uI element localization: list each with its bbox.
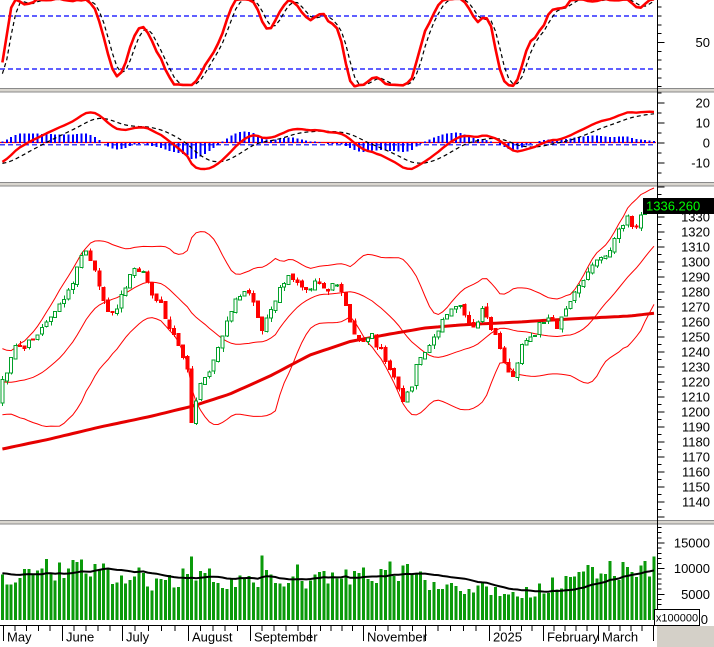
axis-tick-label: 1150 — [682, 480, 710, 495]
month-label: September — [254, 630, 318, 645]
axis-tick-label: 1270 — [681, 300, 710, 315]
axis-tick-label: -10 — [691, 156, 710, 171]
volume-bars — [0, 555, 656, 620]
axis-tick-label: 1180 — [682, 435, 710, 450]
panel-stochastic[interactable] — [0, 0, 656, 88]
axis-tick-label: 1160 — [682, 465, 710, 480]
axis-tick-label: 1320 — [681, 225, 710, 240]
month-label: August — [192, 630, 233, 645]
long-moving-average — [2, 311, 655, 451]
axis-tick-label: 1220 — [681, 375, 710, 390]
month-label: May — [7, 630, 32, 645]
axis-tick-label: 1210 — [681, 390, 710, 405]
value-axis[interactable]: 5020100-10114011501160117011801190120012… — [657, 0, 711, 625]
volume-ma-line — [2, 567, 655, 593]
macd-histogram — [1, 131, 655, 159]
month-label: June — [66, 630, 94, 645]
axis-tick-label: 1280 — [681, 285, 710, 300]
axis-tick-label: 20 — [696, 96, 710, 111]
axis-tick-label: 1240 — [681, 345, 710, 360]
volume-panel-group — [0, 555, 656, 620]
axis-tick-label: 1200 — [681, 405, 710, 420]
axis-tick-label: 15000 — [674, 536, 710, 551]
svg-text:0: 0 — [701, 612, 708, 627]
axis-tick-label: 10000 — [674, 561, 710, 576]
axis-tick-label: 1300 — [681, 255, 710, 270]
axis-tick-label: 5000 — [681, 587, 710, 602]
axis-tick-label: 1170 — [682, 450, 710, 465]
month-label: November — [367, 630, 428, 645]
svg-text:1336.260: 1336.260 — [646, 199, 700, 214]
axis-tick-label: 0 — [703, 136, 710, 151]
macd-panel-group — [0, 110, 656, 171]
month-label: July — [126, 630, 150, 645]
volume-multiplier-label: x100000 0 — [654, 609, 708, 627]
axis-tick-label: 50 — [696, 35, 710, 50]
axis-tick-label: 1290 — [681, 270, 710, 285]
month-label: February — [547, 630, 600, 645]
axis-tick-label: 10 — [696, 116, 710, 131]
axis-tick-label: 1140 — [682, 495, 710, 510]
axis-tick-label: 1250 — [681, 330, 710, 345]
panel-price[interactable] — [0, 186, 656, 520]
month-label: March — [602, 630, 638, 645]
month-label: 2025 — [493, 630, 522, 645]
panel-separators[interactable] — [0, 88, 714, 525]
axis-tick-label: 1230 — [681, 360, 710, 375]
axis-tick-label: 1310 — [681, 240, 710, 255]
axis-tick-label: 1260 — [681, 315, 710, 330]
time-axis[interactable]: May June July August September November 2025 Fe… — [0, 625, 714, 647]
macd-line — [1, 110, 655, 171]
last-price-label: 1336.260 — [643, 198, 714, 214]
svg-text:x100000: x100000 — [656, 613, 698, 625]
panel-macd[interactable] — [0, 92, 656, 182]
axis-tick-label: 1190 — [682, 420, 710, 435]
stochastic-panel-group — [0, 0, 656, 88]
stochastic-d-line — [1, 0, 655, 87]
axis-corner — [657, 626, 714, 647]
stochastic-k-line — [1, 0, 655, 88]
